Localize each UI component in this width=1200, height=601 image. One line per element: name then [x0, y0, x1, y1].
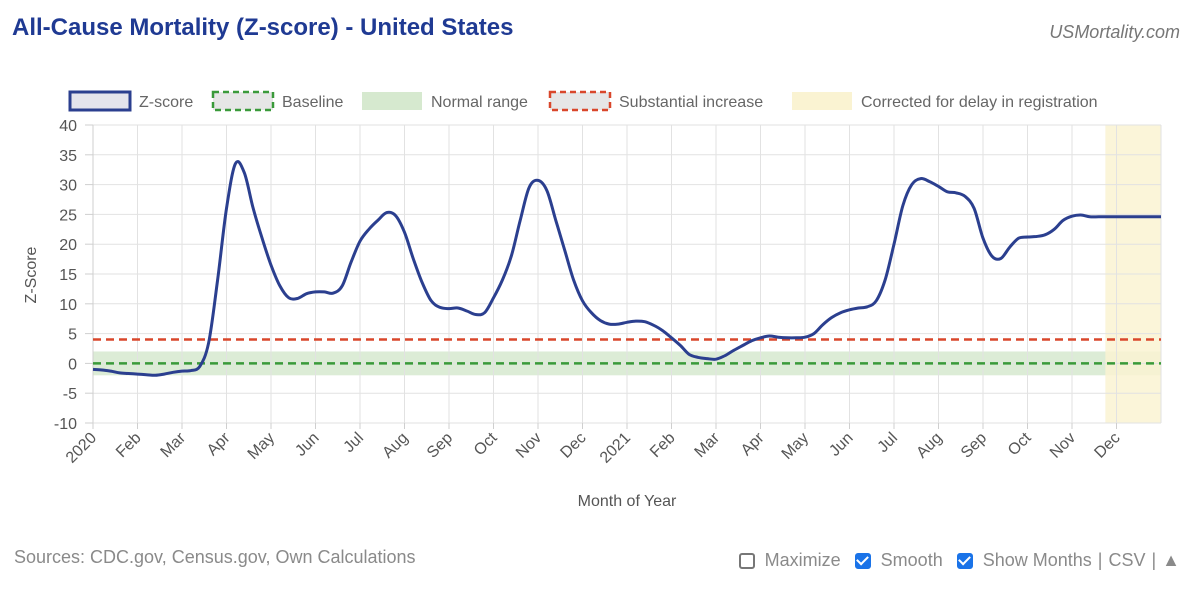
chart-grid [92, 124, 1162, 424]
x-tick-label: Feb [113, 429, 145, 461]
legend-swatch [362, 92, 422, 110]
chart-reference-lines [93, 338, 1161, 365]
y-tick-label: 35 [59, 148, 77, 165]
x-tick-label: Aug [913, 430, 945, 462]
legend-label: Z-score [139, 94, 193, 111]
y-tick-label: -5 [63, 386, 77, 403]
legend-item: Baseline [211, 90, 343, 112]
x-tick-label: Mar [692, 429, 724, 461]
x-tick-label: Oct [471, 429, 501, 459]
legend-label: Normal range [431, 94, 528, 111]
show-months-label: Show Months [982, 550, 1092, 570]
x-tick-label: May [245, 430, 278, 463]
legend-item: Corrected for delay in registration [792, 92, 1098, 111]
legend-item: Z-score [68, 90, 193, 112]
x-tick-label: Jun [292, 430, 322, 460]
x-axis-ticks: 2020 Feb Mar Apr May Jun Jul Aug Sep Oct Nov Dec 202… [63, 423, 1124, 467]
y-axis-ticks: -10 -5 0 5 10 15 20 25 30 35 40 [54, 118, 93, 433]
maximize-checkbox-box[interactable] [738, 552, 755, 569]
y-tick-label: 40 [59, 118, 77, 135]
separator: | [1097, 550, 1103, 570]
legend-label: Substantial increase [619, 94, 763, 111]
separator: | [1151, 550, 1157, 570]
legend-swatch [68, 90, 132, 112]
legend-item: Normal range [362, 92, 528, 111]
x-tick-label: 2020 [63, 429, 100, 466]
y-tick-label: 20 [59, 237, 77, 254]
legend-swatch [211, 90, 275, 112]
x-tick-label: Jun [826, 430, 856, 460]
csv-link[interactable]: CSV [1108, 550, 1146, 570]
x-tick-label: Aug [379, 430, 411, 462]
x-tick-label: Mar [158, 429, 190, 461]
x-tick-label: Dec [1091, 430, 1123, 462]
smooth-checkbox-box[interactable] [854, 552, 871, 569]
legend-swatch [792, 92, 852, 110]
show-months-checkbox-box[interactable] [956, 552, 973, 569]
x-tick-label: Dec [557, 430, 589, 462]
page-title: All-Cause Mortality (Z-score) - United S… [12, 14, 514, 41]
y-tick-label: 25 [59, 207, 77, 224]
x-tick-label: Nov [513, 430, 545, 462]
smooth-label: Smooth [880, 550, 943, 570]
scroll-up-icon[interactable]: ▲ [1162, 550, 1180, 570]
x-tick-label: Jul [341, 430, 367, 456]
chart-legend: Z-score Baseline Normal range Substantial i… [68, 90, 1098, 112]
x-tick-label: Apr [738, 429, 768, 459]
chart-controls: Maximize Smooth Show Months | CSV | ▲ [725, 550, 1180, 571]
x-tick-label: Apr [204, 429, 234, 459]
y-tick-label: -10 [54, 416, 77, 433]
y-tick-label: 15 [59, 267, 77, 284]
x-tick-label: Sep [424, 429, 456, 461]
y-axis-label: Z-Score [23, 246, 40, 303]
x-axis-label: Month of Year [578, 493, 677, 510]
y-tick-label: 5 [68, 327, 77, 344]
legend-item: Substantial increase [548, 90, 763, 112]
mortality-chart: Z-score Baseline Normal range Substantial i… [23, 90, 1162, 510]
x-tick-label: Jul [875, 430, 901, 456]
chart-series [92, 160, 1161, 377]
legend-label: Corrected for delay in registration [861, 94, 1098, 111]
smooth-checkbox[interactable]: Smooth [854, 550, 943, 571]
show-months-checkbox[interactable]: Show Months [956, 550, 1092, 571]
z-score-series-line [92, 160, 1161, 377]
x-tick-label: Feb [647, 429, 679, 461]
x-tick-label: Oct [1005, 429, 1035, 459]
x-tick-label: 2021 [597, 429, 634, 466]
x-tick-label: May [779, 430, 812, 463]
legend-label: Baseline [282, 94, 343, 111]
y-tick-label: 0 [68, 356, 77, 373]
legend-swatch [548, 90, 612, 112]
maximize-checkbox[interactable]: Maximize [738, 550, 841, 571]
x-tick-label: Sep [958, 429, 990, 461]
maximize-label: Maximize [764, 550, 841, 570]
brand-link[interactable]: USMortality.com [1049, 22, 1180, 42]
y-tick-label: 10 [59, 297, 77, 314]
sources-text: Sources: CDC.gov, Census.gov, Own Calcul… [14, 547, 416, 567]
y-tick-label: 30 [59, 178, 77, 195]
x-tick-label: Nov [1047, 430, 1079, 462]
